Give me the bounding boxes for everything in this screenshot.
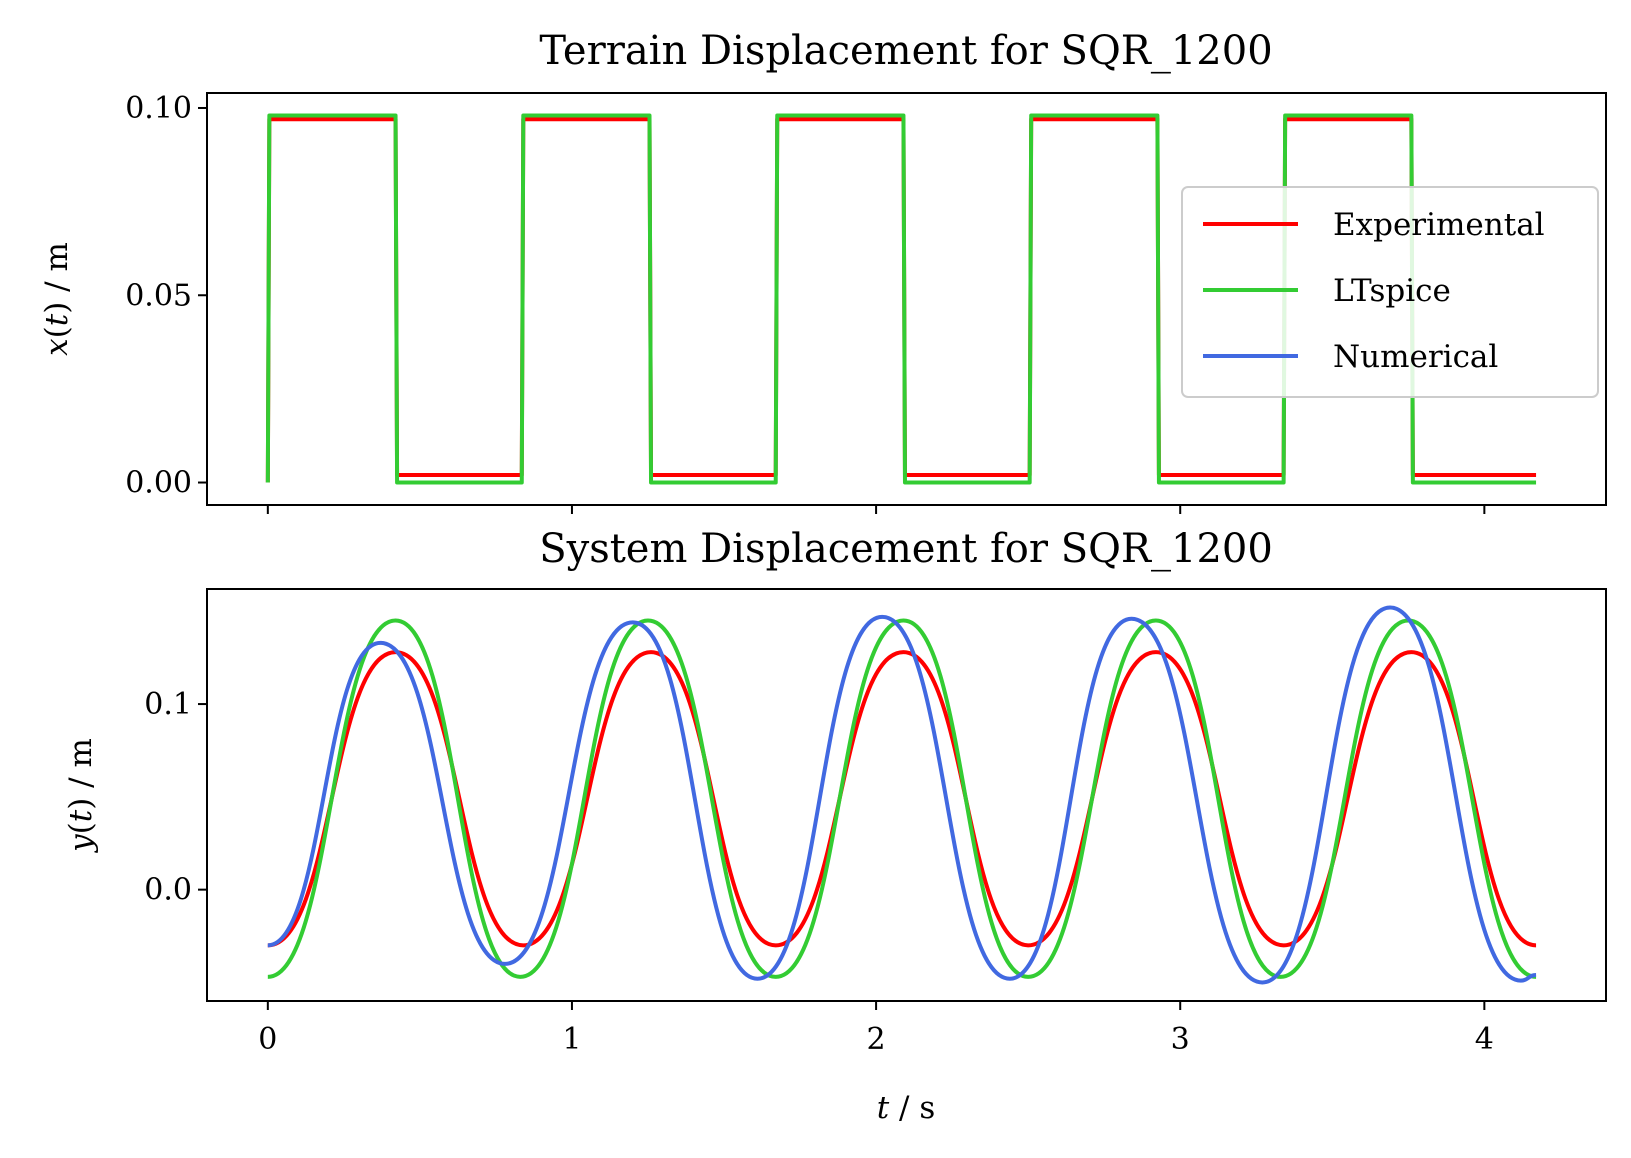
y-tick-label: 0.05 (125, 278, 192, 313)
top-axes-frame (206, 92, 1607, 506)
x-tick-label: 0 (258, 1022, 277, 1057)
bottom-plot-area (267, 605, 1537, 985)
y-tick-label: 0.10 (125, 91, 192, 126)
bottom-x-ticks: 0 1 2 3 4 (258, 1001, 1494, 1057)
bottom-panel: System Displacement for SQR_1200 0.00.1 … (63, 526, 1607, 1126)
bottom-series-line-numerical (267, 605, 1537, 985)
top-x-ticks (266, 505, 1486, 514)
top-y-axis-label: x(t) / m (39, 242, 75, 356)
bottom-series-line-ltspice (267, 618, 1537, 979)
x-tick-label: 1 (562, 1022, 581, 1057)
x-tick-label: 4 (1475, 1022, 1494, 1057)
y-tick-label: 0.0 (144, 873, 192, 908)
bottom-x-axis-label: t / s (877, 1090, 936, 1126)
legend-label-experimental: Experimental (1333, 207, 1545, 243)
top-panel: Terrain Displacement for SQR_1200 0.000.… (39, 28, 1607, 514)
legend-box (1181, 186, 1599, 398)
legend: Experimental LTspice Numerical (1181, 186, 1599, 398)
bottom-title: System Displacement for SQR_1200 (539, 526, 1273, 572)
bottom-y-axis-label: y(t) / m (63, 738, 99, 854)
y-tick-label: 0.1 (144, 687, 192, 722)
y-tick-label: 0.00 (125, 466, 192, 501)
bottom-y-ticks: 0.0 0.1 (144, 687, 207, 908)
x-tick-label: 2 (867, 1022, 886, 1057)
top-y-ticks: 0.00 0.05 0.10 (125, 91, 207, 501)
top-title: Terrain Displacement for SQR_1200 (539, 28, 1272, 74)
legend-label-ltspice: LTspice (1333, 273, 1451, 309)
legend-label-numerical: Numerical (1333, 339, 1498, 375)
x-tick-label: 3 (1171, 1022, 1190, 1057)
bottom-axes-frame (206, 588, 1607, 1002)
